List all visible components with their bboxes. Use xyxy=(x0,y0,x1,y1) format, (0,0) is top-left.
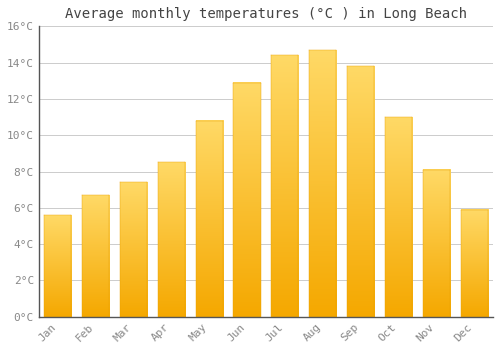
Title: Average monthly temperatures (°C ) in Long Beach: Average monthly temperatures (°C ) in Lo… xyxy=(65,7,467,21)
